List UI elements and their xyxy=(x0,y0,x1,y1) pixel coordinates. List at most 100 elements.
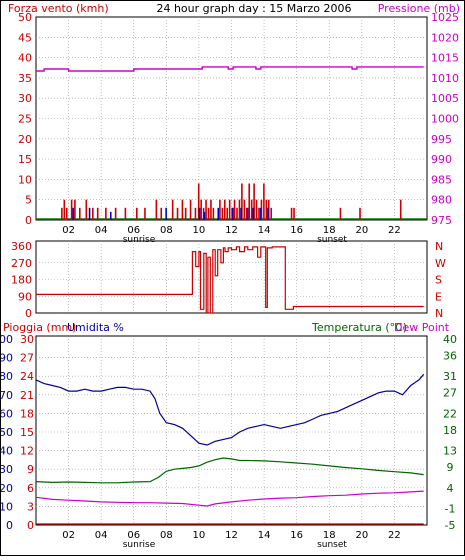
humidity-tick-100: 100 xyxy=(1,333,13,346)
x-tick-10: 10 xyxy=(193,225,206,236)
wind-gust-bar-3 xyxy=(165,207,167,220)
x-tick-14: 14 xyxy=(258,225,271,236)
pressure-tick-995: 995 xyxy=(431,133,452,146)
wind-bar-41 xyxy=(248,183,251,220)
wind-tick-5: 5 xyxy=(25,194,32,207)
wind-bar-24 xyxy=(202,207,205,220)
wind-bar-35 xyxy=(233,199,236,220)
temperature-tick-18: 18 xyxy=(443,424,457,437)
rain-tick-12: 12 xyxy=(20,445,34,458)
humidity-axis-title: Umidita % xyxy=(67,321,124,334)
temperature-humidity-grid xyxy=(36,339,427,525)
wind-bar-13 xyxy=(144,207,146,220)
bottom-x-tick-08: 08 xyxy=(160,530,173,541)
wind-gust-bar-8 xyxy=(240,207,242,220)
bottom-x-tick-06: 06 xyxy=(127,530,140,541)
temperature-humidity-x-ticks: 02 04 06 08 10 12 14 16 18 20 22 xyxy=(62,530,401,541)
x-tick-22: 22 xyxy=(388,225,401,236)
compass-tick-e-1: E xyxy=(435,290,442,303)
wind-bar-22 xyxy=(197,183,200,220)
sunset-label: sunset xyxy=(317,235,347,245)
wind-pressure-marks xyxy=(36,66,427,220)
pressure-tick-1005: 1005 xyxy=(431,92,459,105)
pressure-tick-1015: 1015 xyxy=(431,52,459,65)
wind-gust-bar-9 xyxy=(246,207,249,220)
wind-bar-44 xyxy=(255,199,258,220)
wind-bar-7 xyxy=(92,207,94,220)
wind-axis-ticks: 0 5 10 15 20 25 30 35 40 45 50 xyxy=(18,11,32,227)
dew-point-line xyxy=(35,490,424,507)
temperature-tick-22: 22 xyxy=(443,407,457,420)
graph-title: 24 hour graph day : 15 Marzo 2006 xyxy=(156,2,351,15)
rain-tick-18: 18 xyxy=(20,407,34,420)
x-tick-20: 20 xyxy=(355,225,368,236)
rain-axis-ticks: 0 3 6 9 12 15 18 21 24 27 30 xyxy=(20,333,34,532)
x-tick-04: 04 xyxy=(95,225,108,236)
wind-bar-36 xyxy=(236,207,238,220)
wind-bar-20 xyxy=(189,199,192,220)
direction-tick-360: 360 xyxy=(11,240,32,253)
pressure-tick-980: 980 xyxy=(431,194,452,207)
sunrise-label-bottom: sunrise xyxy=(123,540,156,550)
temperature-humidity-marks xyxy=(35,373,425,525)
compass-tick-n-4: N xyxy=(435,240,443,253)
wind-bar-12 xyxy=(136,207,138,220)
wind-bar-26 xyxy=(207,207,210,220)
wind-bar-17 xyxy=(176,207,179,220)
wind-bar-53 xyxy=(339,207,342,220)
wind-bar-16 xyxy=(171,199,174,220)
wind-bar-14 xyxy=(155,199,158,220)
rain-tick-21: 21 xyxy=(20,389,34,402)
direction-tick-90: 90 xyxy=(18,290,32,303)
wind-gust-bar-11 xyxy=(259,207,262,220)
wind-direction-grid xyxy=(36,241,427,313)
wind-bar-27 xyxy=(210,199,212,220)
wind-bar-34 xyxy=(231,207,233,220)
bottom-x-tick-14: 14 xyxy=(258,530,271,541)
rain-tick-3: 3 xyxy=(27,500,34,513)
x-tick-12: 12 xyxy=(225,225,238,236)
wind-tick-35: 35 xyxy=(18,72,32,85)
humidity-tick-60: 60 xyxy=(1,407,13,420)
wind-tick-15: 15 xyxy=(18,153,32,166)
rain-tick-0: 0 xyxy=(27,519,34,532)
rain-tick-27: 27 xyxy=(20,352,34,365)
humidity-tick-80: 80 xyxy=(1,370,13,383)
wind-tick-30: 30 xyxy=(18,92,32,105)
wind-bar-55 xyxy=(399,199,402,220)
bottom-x-tick-10: 10 xyxy=(193,530,206,541)
wind-bar-48 xyxy=(265,199,268,220)
temperature-humidity-panel: Pioggia (mm) Umidita % Temperatura (°C) … xyxy=(0,321,457,550)
wind-gust-bar-2 xyxy=(109,211,112,220)
pressure-tick-1020: 1020 xyxy=(431,31,459,44)
wind-pressure-grid xyxy=(36,17,427,220)
wind-bar-32 xyxy=(226,207,229,220)
wind-gust-bar-1 xyxy=(88,207,91,220)
x-tick-18: 18 xyxy=(323,225,336,236)
direction-degree-ticks: 0 90 180 270 360 xyxy=(11,240,32,320)
humidity-tick-50: 50 xyxy=(1,426,13,439)
x-tick-02: 02 xyxy=(62,225,75,236)
wind-bar-45 xyxy=(258,207,260,220)
humidity-tick-30: 30 xyxy=(1,463,13,476)
rain-tick-9: 9 xyxy=(27,463,34,476)
humidity-tick-70: 70 xyxy=(1,389,13,402)
wind-bar-25 xyxy=(205,199,207,220)
wind-bar-15 xyxy=(160,207,163,220)
humidity-tick-40: 40 xyxy=(1,445,13,458)
wind-bar-29 xyxy=(219,199,221,220)
wind-bar-38 xyxy=(241,183,243,220)
pressure-line xyxy=(36,66,424,72)
wind-bar-9 xyxy=(105,207,107,220)
umidita-line xyxy=(35,373,425,446)
wind-bar-52 xyxy=(293,207,295,220)
wind-tick-40: 40 xyxy=(18,52,32,65)
pressure-tick-1000: 1000 xyxy=(431,113,459,126)
rain-axis-title: Pioggia (mm) xyxy=(3,321,76,334)
pressure-tick-1025: 1025 xyxy=(431,11,459,24)
wind-bar-18 xyxy=(181,199,184,220)
